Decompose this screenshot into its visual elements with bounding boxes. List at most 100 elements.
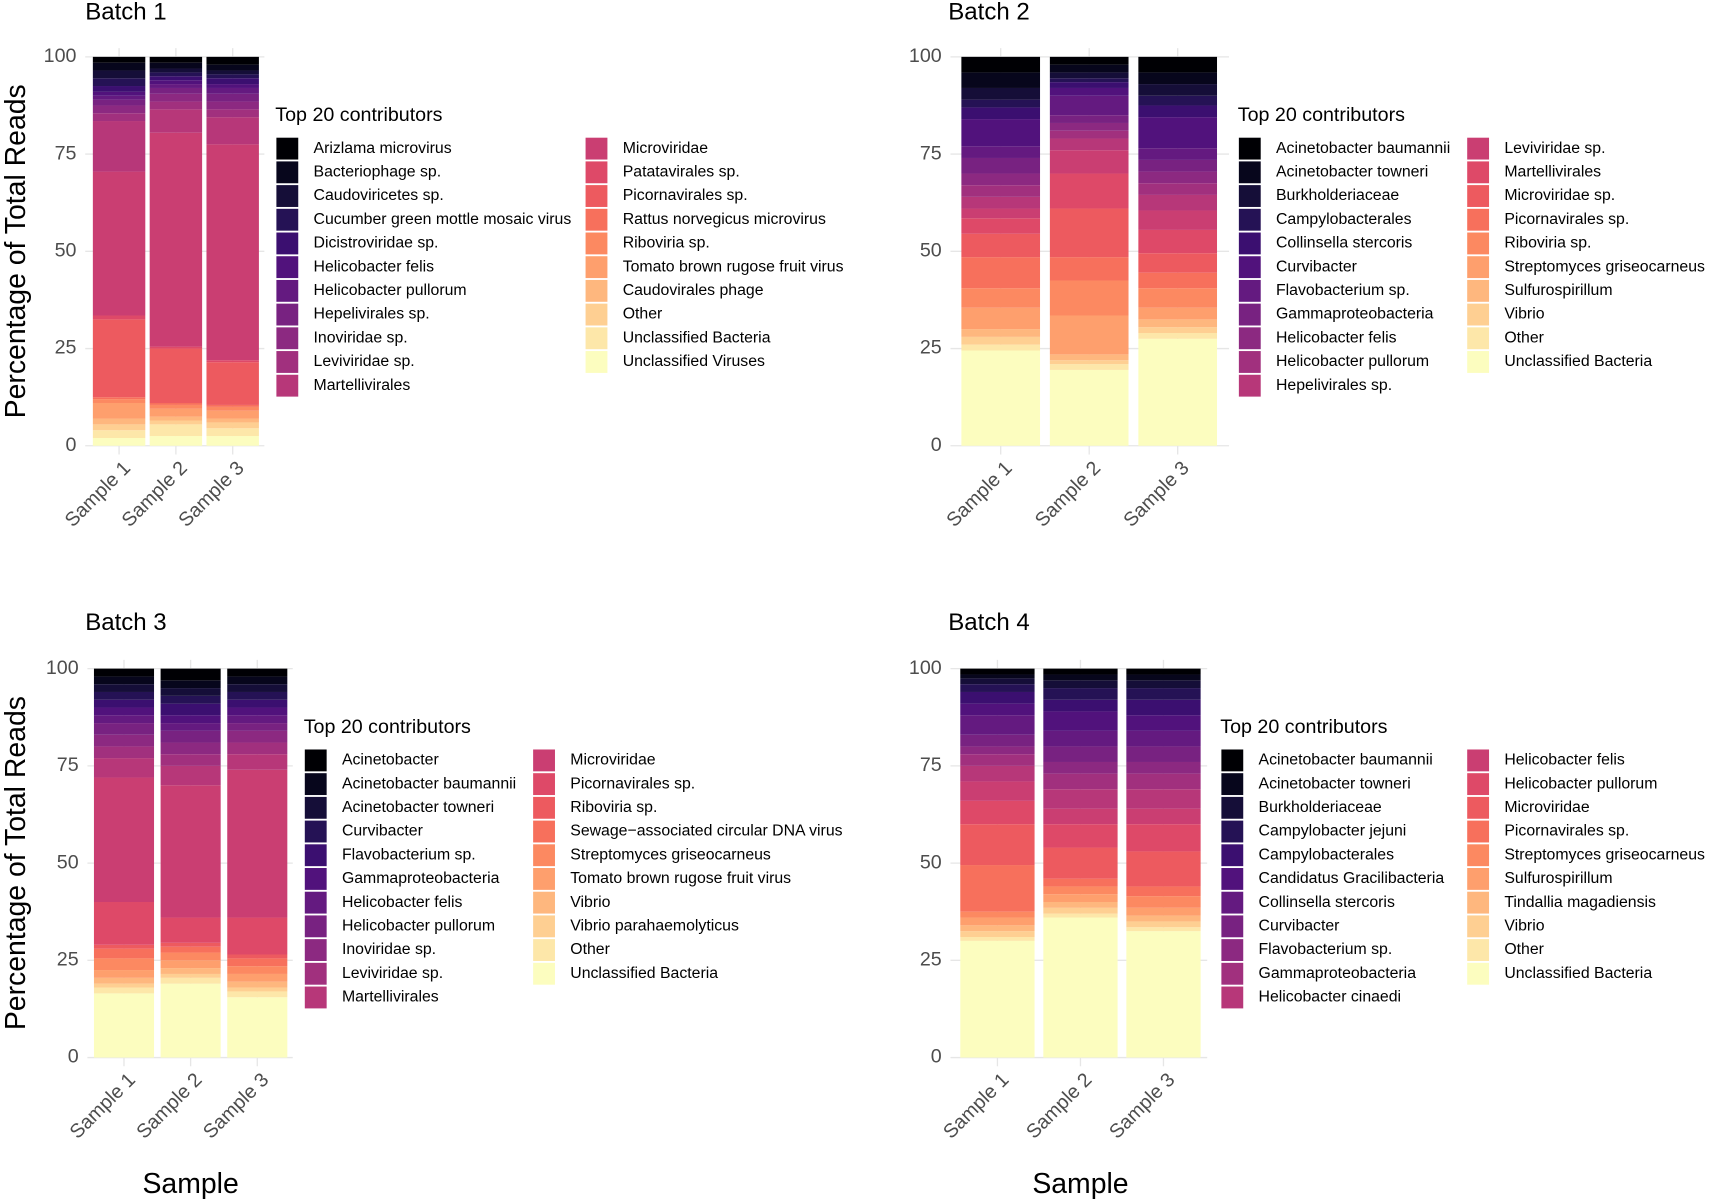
- bar-segment: [960, 715, 1035, 735]
- bar-segment: [1138, 288, 1218, 308]
- legend-key: [1238, 279, 1261, 302]
- legend-label: Streptomyces griseocarneus: [1504, 846, 1705, 863]
- bar-segment: [961, 344, 1041, 351]
- legend-key: [1238, 208, 1261, 231]
- legend-label: Campylobacterales: [1276, 211, 1412, 228]
- bar-segment: [960, 734, 1035, 747]
- legend-label: Burkholderiaceae: [1276, 187, 1399, 204]
- legend-key: [276, 137, 299, 160]
- bar-segment: [227, 699, 288, 708]
- bar-segment: [1138, 117, 1218, 149]
- bar-segment: [149, 402, 203, 405]
- legend-key: [1221, 939, 1244, 961]
- bar-segment: [92, 171, 146, 316]
- y-tick-label: 50: [57, 851, 79, 873]
- legend-label: Microviridae sp.: [1504, 187, 1615, 204]
- legend-key: [1467, 279, 1490, 302]
- y-tick-label: 75: [55, 142, 77, 164]
- bar-segment: [1043, 730, 1118, 747]
- bar-segment: [206, 422, 259, 429]
- legend-key: [1467, 844, 1490, 867]
- bar-segment: [1043, 761, 1118, 774]
- bar-segment: [149, 408, 203, 417]
- legend-key: [276, 279, 299, 302]
- bar-segment: [160, 765, 221, 786]
- y-axis-title: Percentage of Total Reads: [0, 696, 32, 1030]
- bar-segment: [93, 948, 155, 959]
- bar-segment: [92, 86, 146, 92]
- legend-label: Bacteriophage sp.: [314, 164, 442, 181]
- bar-segment: [92, 121, 146, 172]
- bar-segment: [149, 348, 203, 403]
- panel-title: Batch 2: [948, 0, 1029, 25]
- bar-segment: [206, 109, 259, 118]
- bar-segment: [227, 668, 288, 677]
- legend-label: Sewage−associated circular DNA virus: [570, 823, 842, 840]
- bar-segment: [1126, 808, 1201, 825]
- bar-segment: [227, 966, 288, 974]
- legend-key: [1467, 891, 1490, 914]
- bar-segment: [1138, 229, 1218, 254]
- bar-segment: [149, 132, 203, 347]
- bar-segment: [961, 87, 1041, 100]
- panel-title: Batch 1: [85, 0, 166, 25]
- legend-label: Flavobacterium sp.: [342, 846, 476, 863]
- legend-label: Curvibacter: [1276, 258, 1358, 275]
- legend-label: Picornavirales sp.: [1504, 823, 1629, 840]
- bar-segment: [1049, 64, 1129, 73]
- bar-segment: [149, 346, 203, 349]
- legend-label: Picornavirales sp.: [1504, 211, 1629, 228]
- legend-key: [1221, 749, 1244, 772]
- bar-segment: [93, 691, 155, 700]
- legend-key: [533, 796, 555, 819]
- legend-label: Acinetobacter baumannii: [342, 775, 516, 792]
- y-tick-label: 0: [931, 1046, 942, 1068]
- legend-label: Helicobacter pullorum: [342, 918, 495, 935]
- legend-label: Unclassified Bacteria: [1504, 353, 1652, 370]
- bar-segment: [149, 84, 203, 88]
- legend-label: Tomato brown rugose fruit virus: [570, 870, 791, 887]
- bar-segment: [961, 336, 1041, 345]
- bar-segment: [1049, 208, 1129, 258]
- legend-label: Helicobacter pullorum: [314, 282, 467, 299]
- y-tick-label: 0: [931, 434, 942, 456]
- bar-segment: [961, 119, 1041, 147]
- legend-key: [1467, 749, 1490, 772]
- bar-segment: [960, 865, 1035, 912]
- bar-segment: [93, 734, 155, 747]
- legend-key: [585, 303, 608, 326]
- bar-segment: [93, 970, 155, 978]
- bar-segment: [1126, 921, 1201, 928]
- legend-key: [276, 303, 299, 326]
- bar-segment: [93, 777, 155, 902]
- bar-segment: [92, 105, 146, 114]
- legend-key: [533, 962, 555, 985]
- x-tick-label: Sample 1: [942, 457, 1016, 531]
- legend-key: [585, 256, 608, 279]
- bar-segment: [961, 173, 1041, 186]
- legend-label: Cucumber green mottle mosaic virus: [314, 211, 572, 228]
- bar-segment: [92, 70, 146, 79]
- bar-segment: [1126, 680, 1201, 689]
- bar-segment: [93, 707, 155, 716]
- bar-segment: [1043, 824, 1118, 848]
- legend-label: Unclassified Viruses: [623, 353, 765, 370]
- bar-segment: [1138, 327, 1218, 333]
- bar-segment: [960, 781, 1035, 801]
- bar-segment: [92, 430, 146, 438]
- x-tick-label: Sample 3: [199, 1069, 273, 1143]
- bar-segment: [1138, 171, 1218, 184]
- bar-segment: [1043, 680, 1118, 689]
- legend-label: Inoviridae sp.: [342, 941, 436, 958]
- bar-segment: [1126, 886, 1201, 897]
- bar-segment: [960, 678, 1035, 685]
- bar-segment: [960, 917, 1035, 926]
- bar-segment: [93, 699, 155, 708]
- legend-key: [304, 891, 327, 914]
- legend-key: [1238, 232, 1261, 255]
- legend-title: Top 20 contributors: [1220, 716, 1387, 738]
- bar-segment: [227, 723, 288, 731]
- legend-label: Streptomyces griseocarneus: [1504, 258, 1705, 275]
- bar-segment: [1138, 148, 1218, 160]
- bar-segment: [160, 754, 221, 766]
